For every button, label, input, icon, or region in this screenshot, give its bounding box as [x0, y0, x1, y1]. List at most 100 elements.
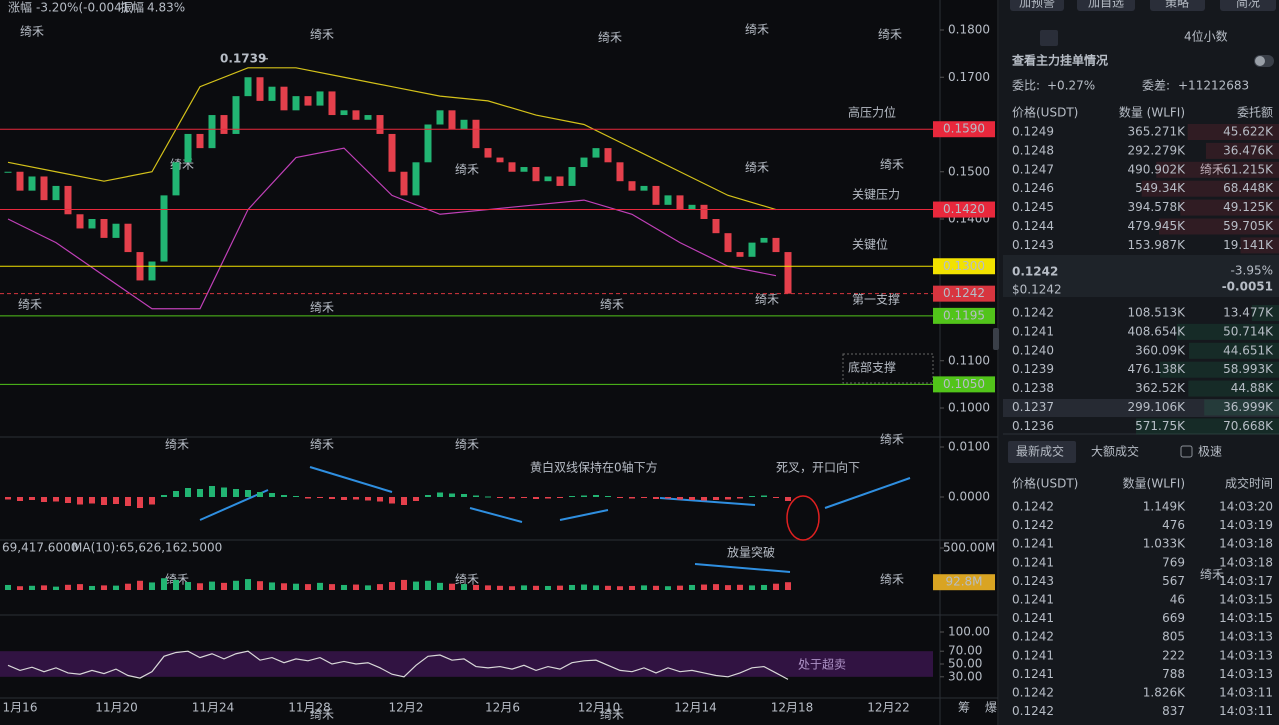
button-label[interactable]: 简况 — [1236, 0, 1260, 10]
candle — [28, 176, 36, 191]
candle — [580, 157, 588, 168]
x-tick-label: 1月16 — [3, 701, 38, 715]
button-label[interactable]: 策略 — [1165, 0, 1189, 10]
macd-bar — [581, 495, 587, 497]
watermark: 绮禾 — [880, 433, 904, 447]
collapse-handle[interactable] — [993, 328, 999, 350]
volume-bar — [365, 585, 371, 590]
watermark: 绮禾 — [455, 163, 479, 177]
button[interactable] — [1010, 0, 1064, 11]
volume-bar — [581, 584, 587, 590]
volume-bar — [293, 583, 299, 590]
volume-bar — [329, 584, 335, 590]
col-header[interactable]: 数量 (WLFI) — [1119, 105, 1185, 120]
macd-bar — [185, 488, 191, 497]
button[interactable] — [1220, 0, 1276, 11]
depth-bar — [1187, 124, 1279, 140]
candle — [208, 115, 216, 149]
axis-button[interactable]: 爆 — [985, 701, 997, 715]
volume-bar — [713, 584, 719, 590]
amplitude-label: 振幅 — [120, 0, 144, 15]
volume-bar — [689, 584, 695, 590]
watermark: 绮禾 — [310, 438, 334, 452]
macd-bar — [89, 497, 95, 504]
volume-bar — [569, 584, 575, 590]
macd-bar — [605, 496, 611, 497]
col-header[interactable]: 成交时间 — [1225, 476, 1273, 491]
annotation: 第一支撑 — [852, 292, 900, 307]
volume-bar — [461, 584, 467, 590]
cell-qty: 1.033K — [1143, 537, 1186, 551]
tab[interactable]: 大额成交 — [1091, 444, 1139, 459]
volume-bar — [617, 586, 623, 590]
candle — [724, 233, 732, 253]
precision-select[interactable]: 4位小数 — [1184, 29, 1228, 44]
watermark: 绮禾 — [880, 573, 904, 587]
candle — [736, 252, 744, 257]
cell-value: 14:03:11 — [1219, 686, 1273, 700]
checkbox[interactable] — [1180, 445, 1193, 458]
volume-bar — [593, 585, 599, 590]
cell-qty: 153.987K — [1128, 238, 1187, 252]
volume-bar — [125, 583, 131, 590]
cell-qty: 362.52K — [1135, 381, 1186, 395]
volume-bar — [17, 586, 23, 590]
cell-price: 0.1243 — [1012, 574, 1054, 588]
macd-bar — [521, 497, 527, 498]
level-tag — [933, 285, 995, 302]
axis-button[interactable]: 筹 — [958, 701, 970, 715]
orderbook-link[interactable]: 查看主力挂单情况 — [1011, 53, 1108, 68]
col-header[interactable]: 委托额 — [1237, 106, 1273, 120]
macd-bar — [233, 489, 239, 497]
active-tab[interactable] — [1008, 441, 1076, 463]
candle — [388, 133, 396, 172]
candle — [184, 133, 192, 163]
chart-bg — [0, 0, 998, 725]
button[interactable] — [1077, 0, 1135, 11]
volume-bar — [53, 586, 59, 590]
cell-qty: 805 — [1162, 630, 1185, 644]
candle — [40, 176, 48, 201]
candle — [220, 115, 228, 134]
cell-price: 0.1247 — [1012, 162, 1054, 176]
cell-value: 50.714K — [1223, 324, 1274, 338]
volume-bar — [773, 583, 779, 590]
watermark: 绮禾 — [165, 573, 189, 587]
macd-bar — [101, 497, 107, 505]
button[interactable] — [1150, 0, 1205, 11]
watermark: 绮禾 — [310, 301, 334, 315]
watermark: 绮禾 — [745, 23, 769, 37]
volume-bar — [305, 584, 311, 590]
candle — [484, 148, 492, 158]
depth-bar — [1180, 199, 1279, 216]
candle — [556, 176, 564, 186]
col-header[interactable]: 数量(WLFI) — [1123, 476, 1185, 491]
macd-bar — [545, 497, 551, 499]
depth-bar — [1251, 305, 1279, 321]
cell-price: 0.1241 — [1012, 611, 1054, 625]
toggle-knob — [1255, 56, 1265, 66]
macd-bar — [341, 497, 347, 500]
macd-bar — [269, 493, 275, 497]
candle — [244, 77, 252, 97]
macd-bar — [113, 497, 119, 504]
macd-bar — [161, 495, 167, 497]
cell-qty: 365.271K — [1128, 125, 1187, 139]
last-price: 0.1242 — [1012, 265, 1058, 279]
candle — [640, 185, 648, 191]
watermark: 绮禾 — [20, 25, 44, 39]
button-label[interactable]: 加自选 — [1088, 0, 1124, 10]
macd-bar — [449, 493, 455, 497]
candle — [568, 167, 576, 186]
volume-bar — [473, 584, 479, 590]
tab[interactable]: 最新成交 — [1016, 444, 1064, 459]
button-label[interactable]: 加预警 — [1019, 0, 1055, 10]
y-tick-label: 0.1800 — [948, 23, 990, 37]
watermark: 绮禾 — [598, 31, 622, 45]
watermark: 绮禾 — [165, 438, 189, 452]
tool-active[interactable] — [1040, 30, 1058, 46]
volume-bar — [413, 581, 419, 590]
macd-bar — [137, 497, 143, 508]
watermark: 绮禾 — [745, 161, 769, 175]
speed-toggle[interactable]: 极速 — [1198, 445, 1222, 459]
